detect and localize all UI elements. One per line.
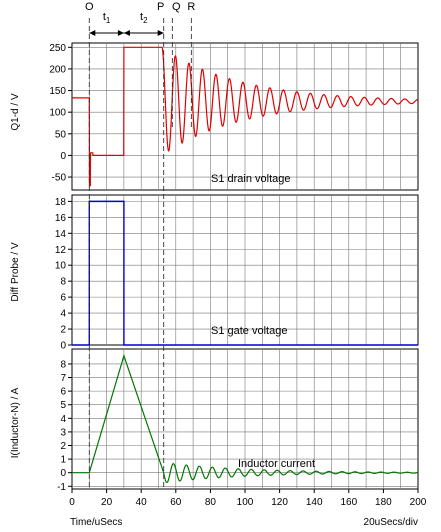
inductor-ytick-label: 2 [60,441,66,452]
drain-ytick-label: 0 [60,151,66,162]
x-tick-label: 20 [101,497,113,508]
drain-ylabel: Q1-d / V [10,93,21,131]
x-tick-label: 120 [271,497,288,508]
inductor-ytick-label: 1 [60,455,66,466]
x-tick-label: 140 [306,497,323,508]
x-axis-label: Time/uSecs [70,517,122,528]
interval-arrowhead-right-t1 [117,30,124,36]
gate-ytick-label: 0 [60,341,66,352]
inductor-ytick-label: 3 [60,427,66,438]
inductor-yticks: -1 0 1 2 3 4 5 6 7 8 [57,359,72,493]
inductor-ytick-label: 7 [60,373,66,384]
x-tick-label: 0 [69,497,75,508]
gate-ytick-label: 16 [55,213,67,224]
gate-ytick-label: 12 [55,245,67,256]
drain-yticks: -50 0 50 100 150 200 250 [49,43,72,184]
x-tick-label: 60 [170,497,182,508]
gate-ylabel: Diff Probe / V [10,242,21,302]
gate-voltage-line [72,200,418,346]
gate-ytick-label: 4 [60,309,66,320]
inductor-annotation: Inductor current [238,458,315,470]
x-tick-label: 200 [410,497,427,508]
gate-ytick-label: 8 [60,277,66,288]
panel-drain: -50 0 50 100 150 200 250 Q1-d / V S1 drain vol… [10,42,419,191]
drain-voltage-line [72,46,419,187]
x-division-label: 20uSecs/div [364,517,418,528]
gate-ytick-label: 14 [55,229,67,240]
timing-annotations: O P Q Rt1 t2 [85,1,195,489]
gate-ytick-label: 2 [60,325,66,336]
marker-label-O: O [85,1,94,13]
inductor-ytick-label: 0 [60,468,66,479]
x-tick-label: 40 [136,497,148,508]
drain-annotation: S1 drain voltage [211,173,291,185]
gate-ytick-label: 18 [55,197,67,208]
gate-annotation: S1 gate voltage [211,325,287,337]
inductor-ytick-label: 8 [60,359,66,370]
interval-arrowhead-left-t2 [123,30,130,36]
inductor-ytick-label: 4 [60,414,66,425]
x-tick-label: 100 [237,497,254,508]
x-tick-label: 80 [205,497,217,508]
interval-label-t2: t2 [140,11,148,25]
interval-label-t1: t1 [103,11,111,25]
marker-label-P: P [157,1,164,13]
drain-ytick-label: 250 [49,43,66,54]
drain-ytick-label: 200 [49,64,66,75]
x-tick-label: 160 [340,497,357,508]
panel-gate: 0 2 4 6 8 10 12 14 16 18 Diff Probe / V S1 gate v… [10,194,419,352]
marker-label-Q: Q [172,1,181,13]
inductor-ytick-label: -1 [57,482,66,493]
inductor-ytick-label: 5 [60,400,66,411]
drain-grid [71,42,419,191]
drain-ytick-label: 50 [55,129,67,140]
x-tick-label: 180 [375,497,392,508]
marker-label-R: R [187,1,195,13]
inductor-current-line [72,353,419,484]
gate-ytick-label: 6 [60,293,66,304]
interval-arrowhead-right-t2 [157,30,164,36]
inductor-xticks: 0 20 40 60 80 100 120 140 160 180 200 [69,489,427,508]
inductor-ylabel: I(Inductor-N) / A [10,387,21,458]
drain-ytick-label: 150 [49,86,66,97]
gate-ytick-label: 10 [55,261,67,272]
interval-arrowhead-left-t1 [89,30,96,36]
inductor-ytick-label: 6 [60,387,66,398]
drain-ytick-label: 100 [49,108,66,119]
drain-ytick-label: -50 [52,173,67,184]
gate-yticks: 0 2 4 6 8 10 12 14 16 18 [55,197,72,352]
